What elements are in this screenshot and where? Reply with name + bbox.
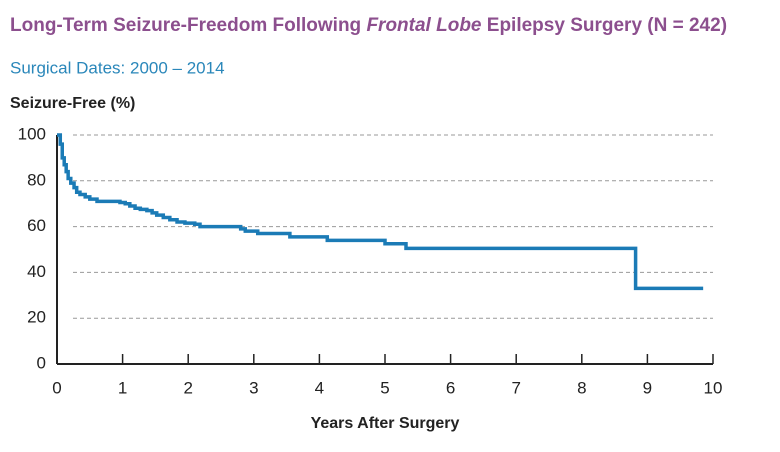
x-tick-label: 4	[315, 378, 324, 397]
x-tick-label: 10	[704, 378, 723, 397]
x-tick-label: 5	[380, 378, 389, 397]
x-tick-label: 0	[52, 378, 61, 397]
y-axis-label: Seizure-Free (%)	[10, 95, 135, 112]
title-part: Frontal Lobe	[366, 15, 481, 36]
x-tick-label: 8	[577, 378, 586, 397]
chart-subtitle: Surgical Dates: 2000 – 2014	[10, 58, 225, 77]
x-tick-label: 3	[249, 378, 258, 397]
x-axis-label: Years After Surgery	[311, 415, 460, 432]
y-tick-label: 20	[27, 308, 46, 327]
x-tick-label: 6	[446, 378, 455, 397]
x-tick-label: 9	[643, 378, 652, 397]
y-tick-label: 40	[27, 262, 46, 281]
x-tick-label: 2	[183, 378, 192, 397]
y-tick-label: 60	[27, 216, 46, 235]
y-tick-label: 100	[18, 124, 46, 143]
title-part: Epilepsy Surgery (N = 242)	[482, 15, 728, 36]
y-tick-label: 0	[37, 353, 46, 372]
y-tick-label: 80	[27, 170, 46, 189]
title-part: Long-Term Seizure-Freedom Following	[10, 15, 366, 36]
x-tick-label: 1	[118, 378, 127, 397]
chart-title: Long-Term Seizure-Freedom Following Fron…	[10, 15, 727, 36]
survival-line	[57, 133, 704, 291]
x-tick-label: 7	[511, 378, 520, 397]
